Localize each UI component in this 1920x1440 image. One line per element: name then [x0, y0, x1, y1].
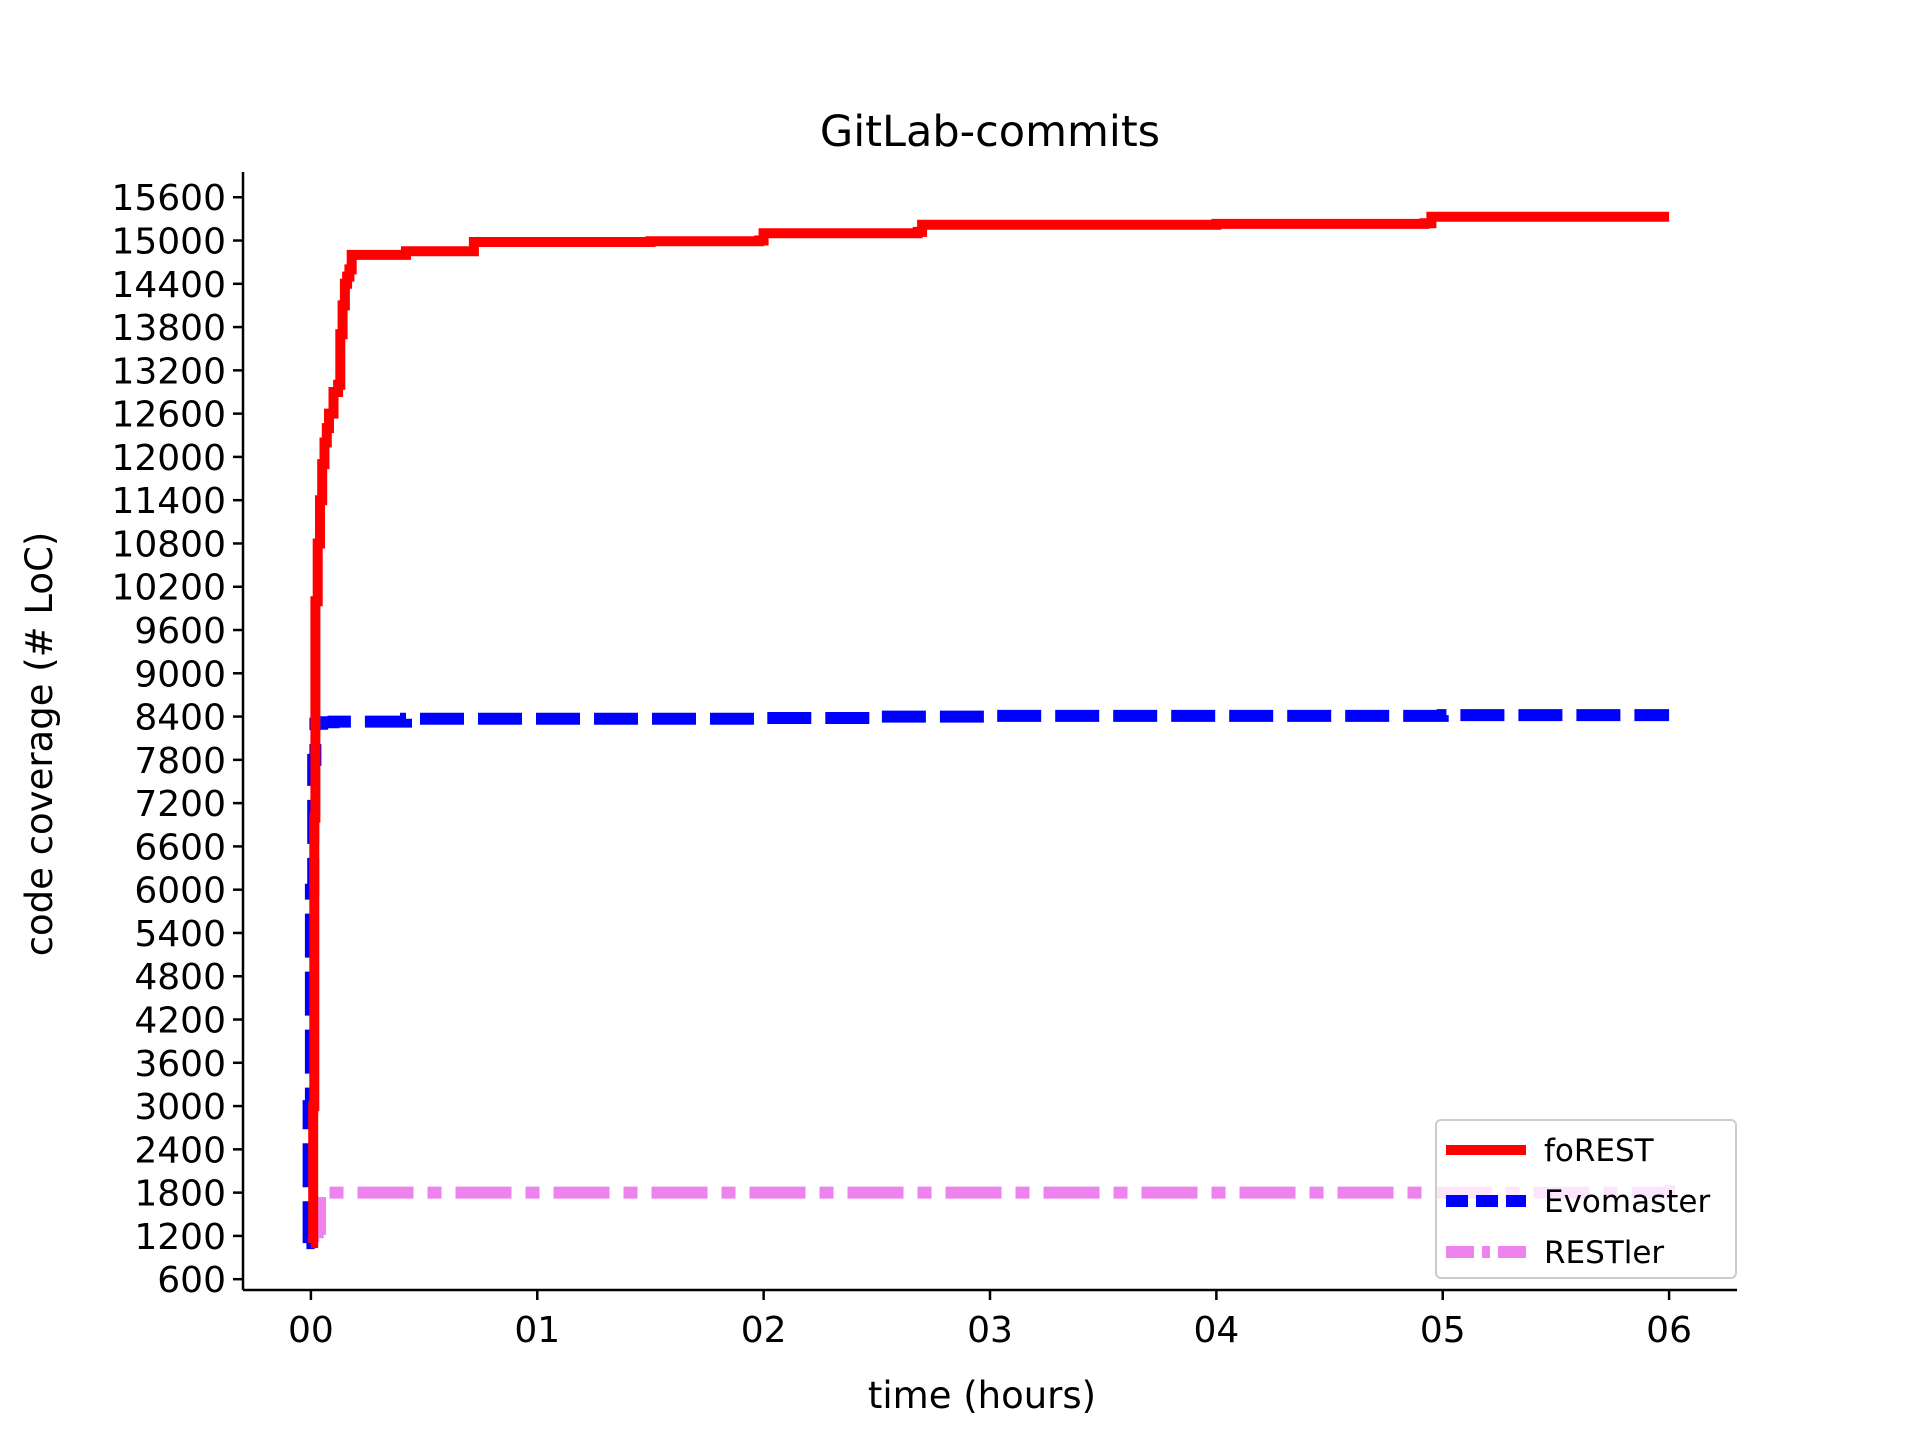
x-axis-label: time (hours) — [868, 1374, 1096, 1417]
legend-label-restler: RESTler — [1544, 1235, 1664, 1271]
chart-title: GitLab-commits — [820, 107, 1160, 157]
y-tick-label: 7800 — [134, 741, 226, 782]
y-tick-label: 6600 — [134, 827, 226, 868]
y-tick-label: 1200 — [134, 1217, 226, 1258]
x-tick-label: 00 — [288, 1310, 334, 1351]
y-tick-label: 10800 — [111, 524, 226, 565]
x-tick-label: 05 — [1420, 1310, 1466, 1351]
y-tick-label: 12600 — [111, 395, 226, 436]
y-tick-label: 3600 — [134, 1044, 226, 1085]
y-tick-label: 4800 — [134, 957, 226, 998]
y-axis-label: code coverage (# LoC) — [18, 532, 61, 957]
y-tick-label: 13200 — [111, 351, 226, 392]
y-tick-label: 3000 — [134, 1087, 226, 1128]
legend: foREST Evomaster RESTler — [1435, 1119, 1737, 1279]
legend-label-evomaster: Evomaster — [1544, 1184, 1710, 1220]
y-tick-label: 12000 — [111, 438, 226, 479]
y-tick-label: 2400 — [134, 1130, 226, 1171]
y-tick-label: 8400 — [134, 698, 226, 739]
y-tick-label: 15000 — [111, 222, 226, 263]
y-tick-label: 6000 — [134, 871, 226, 912]
y-tick-label: 600 — [157, 1260, 226, 1301]
y-tick-label: 15600 — [111, 178, 226, 219]
y-tick-label: 1800 — [134, 1174, 226, 1215]
x-tick-label: 04 — [1193, 1310, 1239, 1351]
axes-layer: 6001200180024003000360042004800540060006… — [111, 172, 1737, 1351]
series-line-forest — [308, 211, 1670, 1249]
y-tick-label: 11400 — [111, 481, 226, 522]
y-tick-label: 14400 — [111, 265, 226, 306]
y-tick-label: 4200 — [134, 1001, 226, 1042]
x-tick-label: 02 — [741, 1310, 787, 1351]
y-tick-label: 7200 — [134, 784, 226, 825]
legend-box — [1435, 1119, 1737, 1279]
x-tick-label: 01 — [514, 1310, 560, 1351]
y-tick-label: 9600 — [134, 611, 226, 652]
x-tick-label: 03 — [967, 1310, 1013, 1351]
y-tick-label: 13800 — [111, 308, 226, 349]
legend-label-forest: foREST — [1544, 1133, 1655, 1169]
y-tick-label: 5400 — [134, 914, 226, 955]
y-tick-label: 10200 — [111, 568, 226, 609]
x-tick-label: 06 — [1646, 1310, 1692, 1351]
y-tick-label: 9000 — [134, 654, 226, 695]
